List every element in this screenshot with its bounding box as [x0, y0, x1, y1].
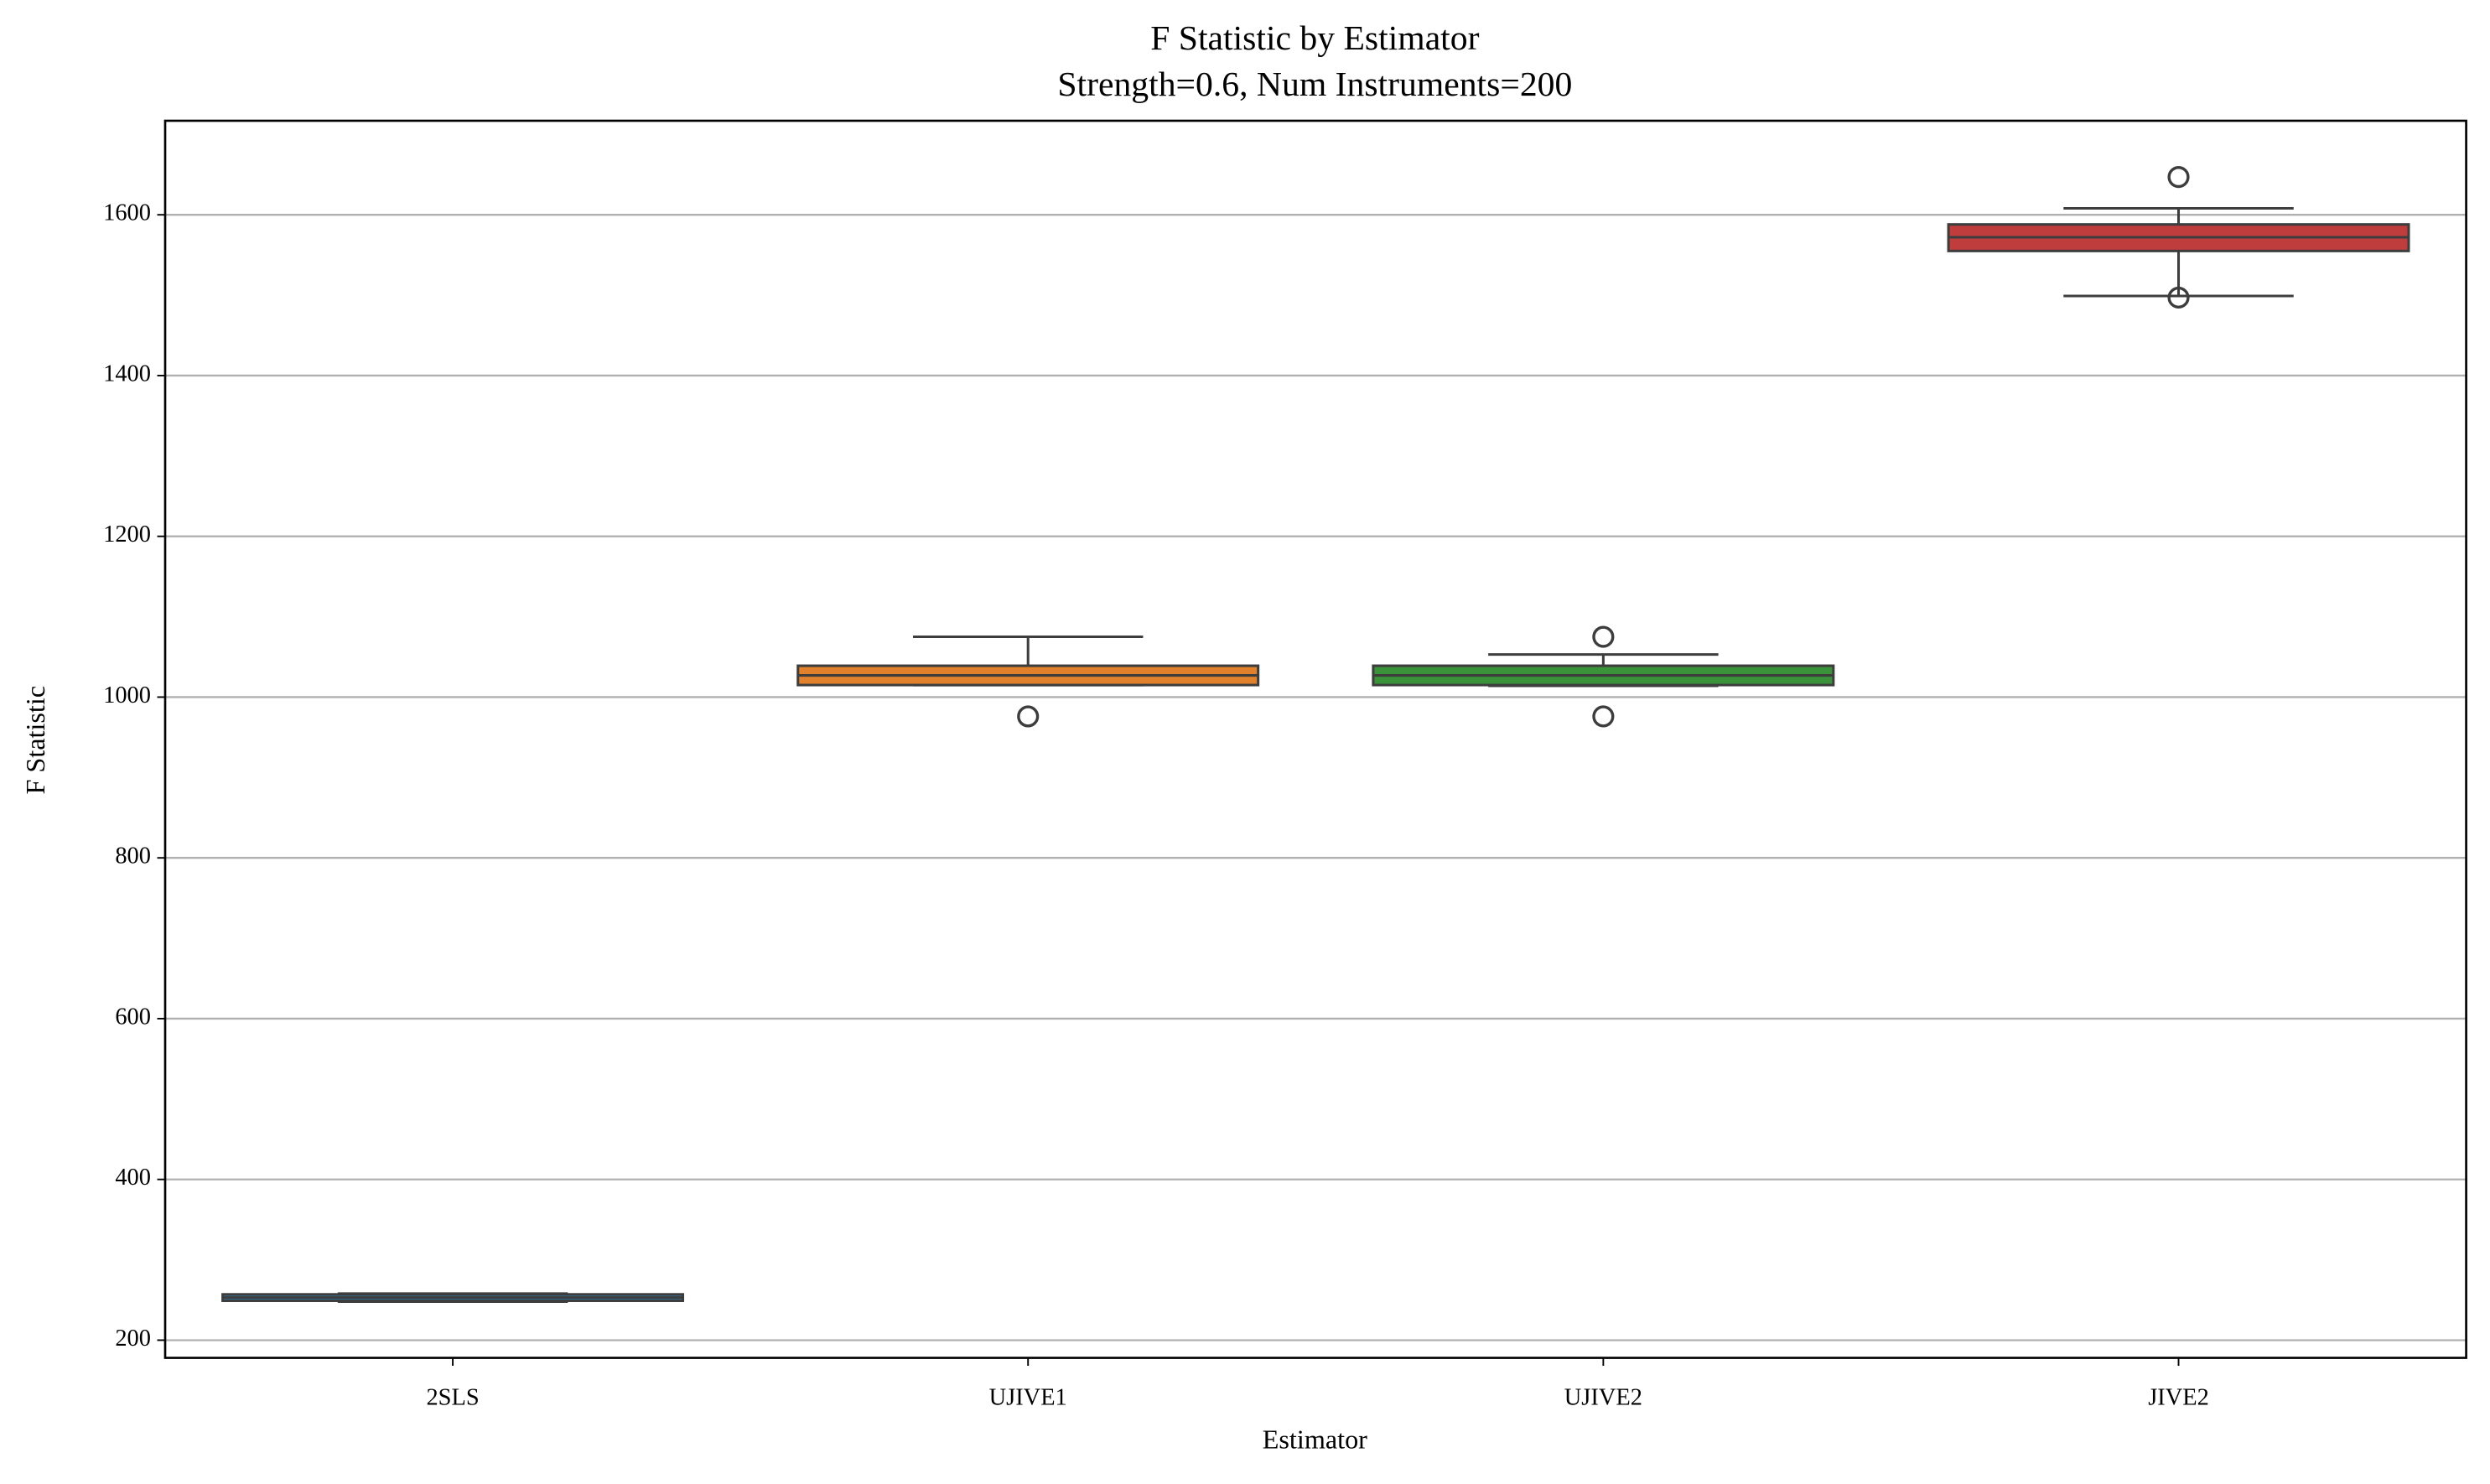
y-tick-label: 800: [115, 843, 151, 869]
y-axis-label: F Statistic: [20, 686, 50, 795]
x-tick-label: JIVE2: [2148, 1384, 2209, 1410]
outlier: [1592, 625, 1615, 648]
y-tick-label: 1200: [103, 521, 151, 547]
plot-frame: [163, 119, 2467, 1359]
y-tick-label: 1400: [103, 361, 151, 387]
y-tick-label: 200: [115, 1326, 151, 1352]
outlier: [2167, 286, 2190, 309]
chart-title: F Statistic by Estimator: [1150, 19, 1479, 58]
x-tick-label: UJIVE1: [989, 1384, 1067, 1410]
x-tick-label: 2SLS: [426, 1384, 479, 1410]
outlier: [2167, 166, 2190, 189]
outlier: [1017, 705, 1040, 728]
x-tick-label: UJIVE2: [1564, 1384, 1642, 1410]
x-axis-label: Estimator: [1263, 1424, 1367, 1454]
chart-subtitle: Strength=0.6, Num Instruments=200: [1057, 65, 1572, 104]
y-tick-label: 1000: [103, 682, 151, 708]
outlier: [1592, 705, 1615, 728]
y-tick-label: 400: [115, 1165, 151, 1191]
y-tick-label: 600: [115, 1004, 151, 1030]
y-tick-label: 1600: [103, 200, 151, 226]
